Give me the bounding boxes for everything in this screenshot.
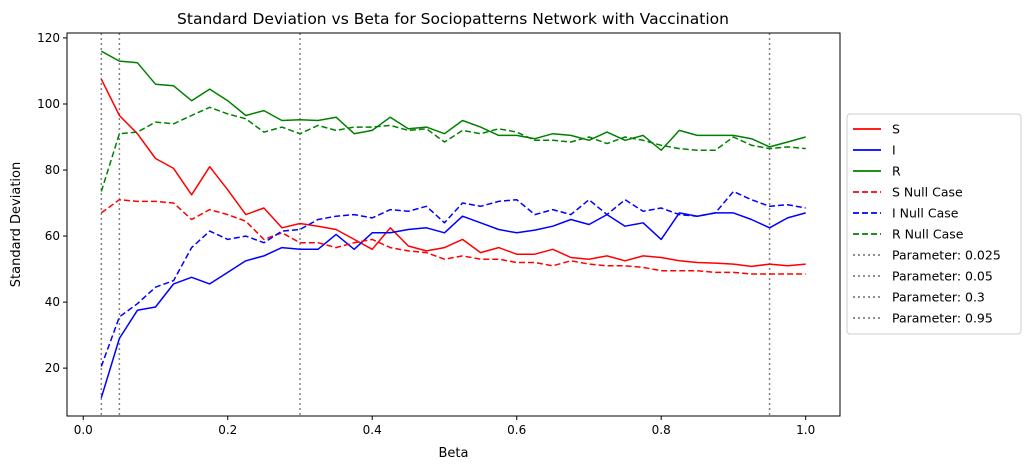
x-tick-label: 0.2	[218, 423, 237, 437]
legend-label: I Null Case	[892, 206, 959, 221]
x-axis: 0.0 0.2 0.4 0.6 0.8 1.0	[74, 416, 815, 437]
x-tick-label: 0.8	[652, 423, 671, 437]
legend-box	[846, 113, 1022, 335]
series-line-s-null-case	[100, 198, 806, 275]
legend-label: Parameter: 0.025	[892, 248, 1001, 263]
legend-label: S	[892, 122, 900, 137]
x-tick-label: 0.6	[507, 423, 526, 437]
y-tick-label: 60	[45, 229, 60, 243]
series-line-r	[100, 50, 806, 151]
series-line-i	[100, 212, 806, 399]
legend-label: I	[892, 143, 896, 158]
y-tick-label: 20	[45, 361, 60, 375]
x-tick-label: 1.0	[796, 423, 815, 437]
legend-label: R Null Case	[892, 227, 964, 242]
y-axis: 20 40 60 80 100 120	[37, 31, 67, 375]
x-axis-label: Beta	[439, 446, 469, 461]
y-tick-label: 80	[45, 163, 60, 177]
plot-area	[100, 33, 806, 416]
legend: SIR S Null Case I Null Case R Null Case Para…	[846, 113, 1022, 335]
legend-label: Parameter: 0.95	[892, 311, 993, 326]
y-tick-label: 40	[45, 295, 60, 309]
y-axis-label: Standard Deviation	[9, 162, 24, 287]
plot-frame	[66, 32, 841, 417]
y-tick-label: 100	[37, 97, 60, 111]
x-tick-label: 0.4	[363, 423, 382, 437]
series-line-r-null-case	[100, 106, 806, 192]
chart-title: Standard Deviation vs Beta for Sociopatt…	[177, 10, 729, 28]
x-tick-label: 0.0	[74, 423, 93, 437]
legend-label: Parameter: 0.05	[892, 269, 993, 284]
legend-label: R	[892, 164, 901, 179]
legend-label: S Null Case	[892, 185, 963, 200]
legend-label: Parameter: 0.3	[892, 290, 985, 305]
series-line-i-null-case	[100, 190, 806, 367]
series-line-s	[100, 78, 806, 268]
y-tick-label: 120	[37, 31, 60, 45]
